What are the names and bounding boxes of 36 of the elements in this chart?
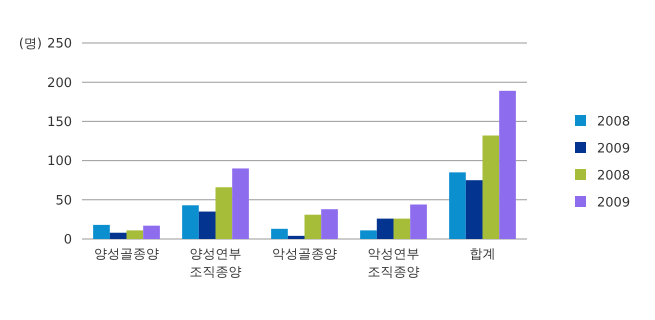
x-tick-label: 양성연부 조직종양 bbox=[190, 247, 242, 280]
legend-label: 2008 bbox=[597, 114, 630, 130]
bar bbox=[110, 232, 126, 239]
bar bbox=[376, 218, 394, 239]
y-tick-label: 250 bbox=[47, 36, 72, 52]
x-tick-label: 악성연부 조직종양 bbox=[368, 247, 420, 280]
bar bbox=[360, 230, 377, 239]
bar bbox=[288, 236, 304, 239]
legend-label: 2008 bbox=[597, 168, 630, 184]
bar bbox=[449, 172, 466, 239]
x-tick-label: 악성골종양 bbox=[272, 247, 337, 262]
bar bbox=[321, 209, 338, 239]
y-tick-label: 50 bbox=[55, 193, 72, 208]
bar bbox=[232, 168, 249, 239]
x-tick-label: 합계 bbox=[470, 247, 496, 262]
bar bbox=[304, 214, 322, 239]
y-tick-label: 0 bbox=[64, 232, 72, 248]
bar bbox=[182, 205, 199, 239]
bar bbox=[93, 224, 110, 239]
bar bbox=[410, 204, 427, 239]
x-tick-label: 양성골종양 bbox=[94, 247, 159, 262]
bar bbox=[271, 228, 288, 239]
bar bbox=[482, 136, 500, 239]
bar bbox=[216, 187, 232, 239]
y-tick-label: 200 bbox=[47, 76, 72, 91]
legend-label: 2009 bbox=[597, 142, 630, 157]
bar bbox=[394, 218, 410, 239]
bar bbox=[126, 230, 144, 239]
legend-label: 2009 bbox=[597, 196, 630, 211]
y-axis-title: (명) bbox=[18, 36, 42, 52]
y-tick-label: 100 bbox=[47, 154, 72, 170]
bar bbox=[499, 90, 516, 239]
bar bbox=[466, 180, 482, 239]
bar bbox=[143, 226, 160, 239]
y-tick-label: 150 bbox=[47, 114, 72, 130]
bar bbox=[198, 212, 216, 239]
